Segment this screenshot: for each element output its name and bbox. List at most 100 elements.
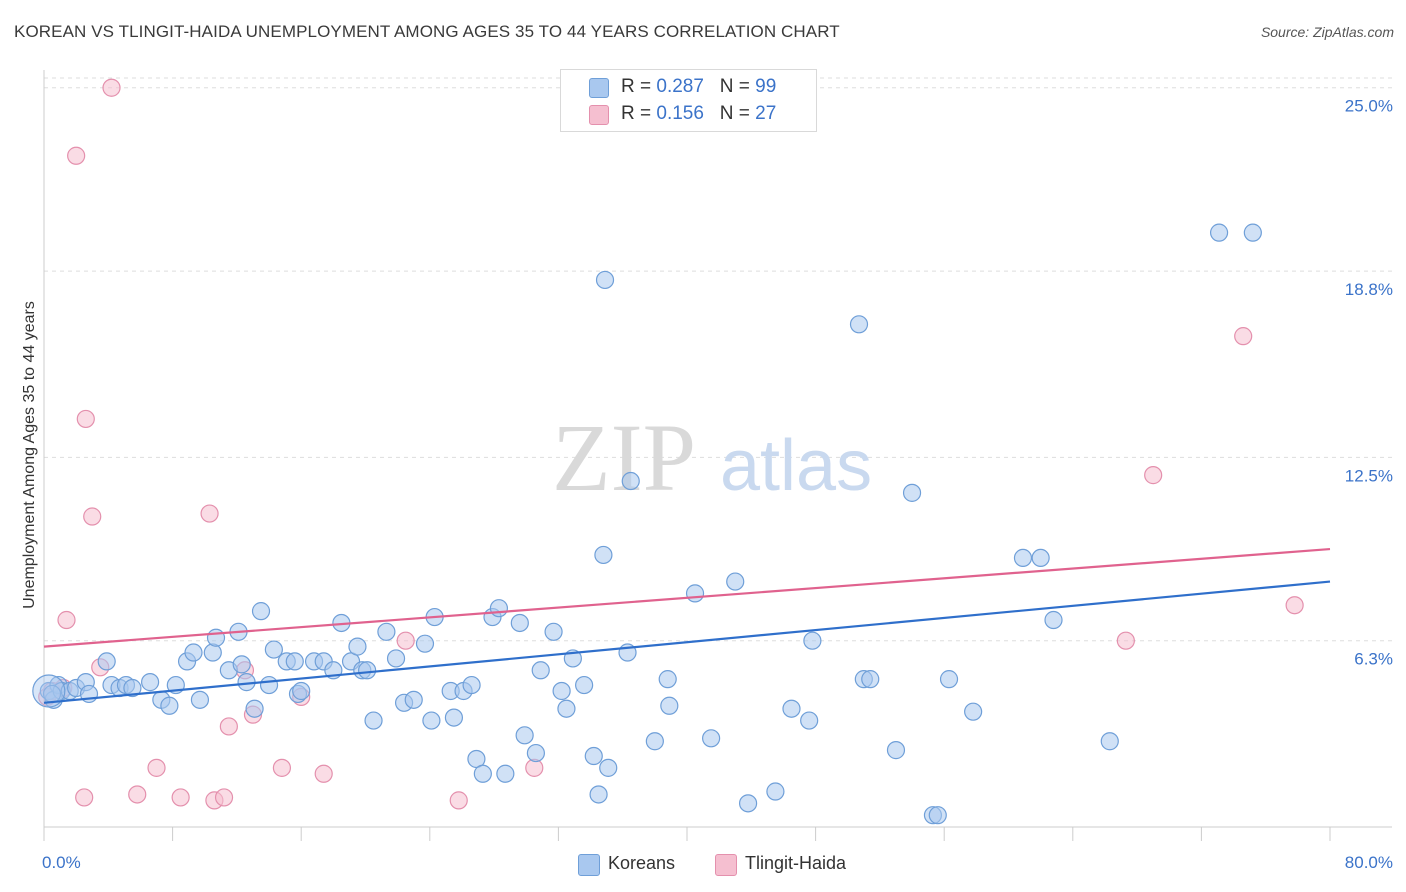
point-koreans xyxy=(584,746,603,766)
point-koreans xyxy=(259,675,279,695)
point-koreans xyxy=(264,640,283,659)
point-koreans xyxy=(140,673,160,692)
point-koreans xyxy=(800,711,819,730)
point-koreans xyxy=(599,758,618,777)
point-koreans xyxy=(232,655,251,674)
point-koreans xyxy=(348,637,367,656)
watermark-zip: ZIP xyxy=(552,404,696,511)
point-tlingit-haida xyxy=(200,504,219,523)
point-koreans xyxy=(526,743,545,763)
x-tick-label-min: 0.0% xyxy=(42,853,81,872)
point-koreans xyxy=(886,741,906,760)
n-value-koreans: 99 xyxy=(755,76,777,97)
correlation-legend: R = 0.287 N = 99 R = 0.156 N = 27 xyxy=(560,69,817,132)
point-tlingit-haida xyxy=(1144,466,1163,485)
tlingit-haida-swatch xyxy=(589,105,609,125)
point-koreans xyxy=(206,628,226,647)
point-koreans xyxy=(462,675,481,695)
y-tick-label: 12.5% xyxy=(1345,466,1393,485)
point-tlingit-haida xyxy=(1285,596,1304,615)
point-koreans xyxy=(386,649,406,668)
point-tlingit-haida xyxy=(272,758,292,777)
point-koreans xyxy=(245,699,264,718)
point-koreans xyxy=(552,681,571,701)
point-koreans xyxy=(595,270,615,290)
point-koreans xyxy=(292,681,311,701)
point-tlingit-haida xyxy=(214,788,234,807)
point-tlingit-haida xyxy=(83,507,102,526)
point-tlingit-haida xyxy=(67,146,86,165)
point-koreans xyxy=(594,545,613,565)
point-tlingit-haida xyxy=(147,758,166,777)
point-tlingit-haida xyxy=(396,631,415,650)
r-value-koreans: 0.287 xyxy=(656,76,704,97)
point-koreans xyxy=(544,622,563,641)
point-koreans xyxy=(1044,610,1063,630)
point-koreans xyxy=(575,675,594,695)
tlingit-haida-legend-swatch xyxy=(715,854,737,876)
point-koreans xyxy=(1031,548,1050,568)
point-tlingit-haida xyxy=(449,791,468,810)
point-koreans xyxy=(160,696,179,715)
point-koreans xyxy=(422,711,441,730)
series-koreans-points xyxy=(32,223,1262,825)
point-koreans xyxy=(364,711,383,730)
point-koreans xyxy=(928,806,947,825)
trend-lines xyxy=(43,547,1331,704)
n-value-tlingit-haida: 27 xyxy=(755,103,777,124)
point-koreans xyxy=(489,599,509,618)
point-koreans xyxy=(861,670,880,689)
point-koreans xyxy=(1100,732,1119,751)
point-koreans xyxy=(531,661,550,680)
point-koreans xyxy=(358,661,377,680)
point-koreans xyxy=(902,483,922,502)
point-koreans xyxy=(515,726,534,745)
point-tlingit-haida xyxy=(102,78,121,97)
trend-line-tlingit-haida xyxy=(43,547,1331,648)
point-tlingit-haida xyxy=(75,788,94,807)
point-koreans xyxy=(510,613,529,633)
point-koreans xyxy=(473,764,492,783)
point-koreans xyxy=(557,699,576,718)
point-tlingit-haida xyxy=(171,788,190,807)
point-koreans xyxy=(766,782,785,801)
y-tick-label: 18.8% xyxy=(1345,280,1393,299)
point-tlingit-haida xyxy=(76,409,95,429)
point-koreans xyxy=(97,652,116,671)
gridlines xyxy=(44,77,1392,642)
source-note: Source: ZipAtlas.com xyxy=(1260,24,1394,40)
point-koreans xyxy=(702,729,721,748)
point-koreans xyxy=(803,631,822,650)
koreans-legend-label: Koreans xyxy=(608,853,676,873)
point-koreans xyxy=(285,652,304,671)
point-koreans xyxy=(685,584,705,603)
n-label: N = xyxy=(719,76,756,97)
y-tick-label: 25.0% xyxy=(1345,97,1393,116)
watermark-atlas: atlas xyxy=(720,426,872,506)
point-koreans xyxy=(184,643,203,662)
point-koreans xyxy=(589,785,608,804)
n-label: N = xyxy=(719,103,756,124)
point-koreans xyxy=(658,670,677,689)
point-koreans xyxy=(377,622,396,641)
koreans-swatch xyxy=(589,78,609,98)
y-tick-label: 6.3% xyxy=(1354,650,1393,669)
point-koreans xyxy=(123,678,142,698)
point-koreans xyxy=(404,690,423,709)
point-koreans xyxy=(251,602,271,621)
point-koreans xyxy=(621,471,640,491)
koreans-legend-swatch xyxy=(578,854,600,876)
point-tlingit-haida xyxy=(1116,631,1135,650)
point-tlingit-haida xyxy=(219,717,238,736)
point-koreans xyxy=(496,764,515,783)
r-label: R = xyxy=(621,76,657,97)
x-tick-label-max: 80.0% xyxy=(1345,853,1393,872)
point-koreans xyxy=(1243,223,1262,242)
point-tlingit-haida xyxy=(128,785,147,804)
axes xyxy=(43,70,1392,841)
point-koreans xyxy=(939,670,959,689)
point-tlingit-haida xyxy=(314,764,333,783)
point-koreans xyxy=(1013,548,1033,568)
tlingit-haida-legend-label: Tlingit-Haida xyxy=(745,853,847,873)
